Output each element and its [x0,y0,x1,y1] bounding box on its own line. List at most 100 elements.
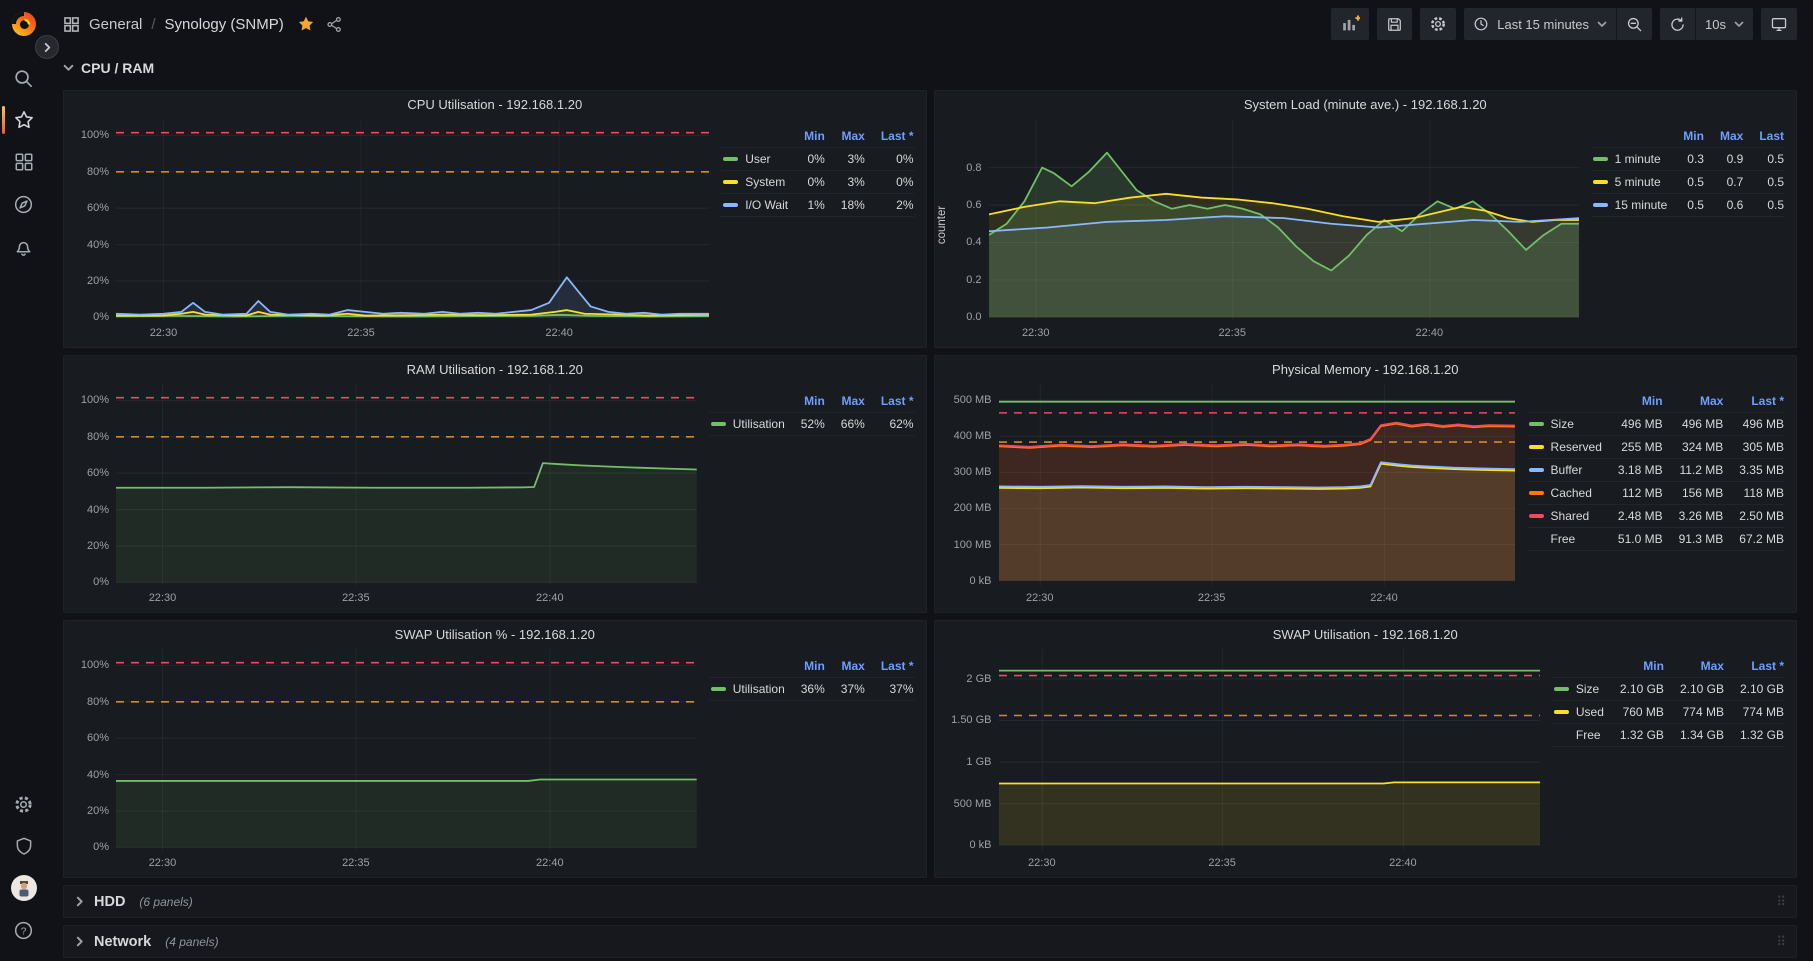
legend-column-header[interactable]: Min [785,392,825,413]
panel-title[interactable]: System Load (minute ave.) - 192.168.1.20 [935,91,1797,117]
breadcrumb-page[interactable]: Synology (SNMP) [165,16,284,33]
favorite-star-icon[interactable] [297,15,315,33]
legend-series[interactable]: 5 minute [1593,175,1668,189]
plot-area[interactable] [989,119,1579,321]
row-header-network[interactable]: Network (4 panels) ⠿ [63,925,1797,958]
x-tick-label: 22:40 [536,592,564,604]
refresh-button[interactable] [1660,8,1695,40]
legend-column-header[interactable]: Last * [865,392,914,413]
panel-ram-utilisation: RAM Utilisation - 192.168.1.20 0%20%40%6… [63,355,927,613]
sidebar-item-profile[interactable] [0,867,47,909]
breadcrumb-section[interactable]: General [89,16,142,33]
legend-series[interactable]: Used [1554,705,1604,719]
legend-series[interactable]: Utilisation [711,417,785,431]
legend-series-label[interactable]: 15 minute [1615,198,1668,212]
legend-series-label[interactable]: 1 minute [1615,152,1661,166]
legend-series[interactable]: Free [1554,728,1604,742]
legend-series[interactable]: Size [1529,417,1602,431]
legend-column-header[interactable]: Last * [865,127,914,148]
chevron-right-icon [43,43,52,52]
legend-column-header[interactable]: Max [825,127,865,148]
plot-area[interactable] [116,649,697,851]
legend-series-label[interactable]: User [745,152,770,166]
sidebar-item-explore[interactable] [0,183,47,225]
legend-column-header[interactable]: Min [1667,127,1704,148]
sidebar-item-configuration[interactable] [0,783,47,825]
add-panel-button[interactable] [1331,8,1369,40]
y-tick-label: 500 MB [954,798,992,810]
legend-column-header[interactable]: Min [1604,657,1664,678]
legend-series-label[interactable]: I/O Wait [745,198,788,212]
legend-column-header[interactable]: Min [1602,392,1663,413]
legend-column-header[interactable]: Max [1663,392,1724,413]
legend-series[interactable]: User [723,152,788,166]
legend-column-header[interactable]: Last * [1723,392,1784,413]
y-tick-label: 0.6 [966,199,981,211]
legend-series[interactable]: 1 minute [1593,152,1668,166]
legend-series[interactable]: I/O Wait [723,198,788,212]
legend-series-label[interactable]: Utilisation [733,417,785,431]
legend-series-label[interactable]: Cached [1551,486,1592,500]
share-icon[interactable] [326,16,343,33]
legend-column-header[interactable]: Max [825,392,865,413]
legend-column-header[interactable]: Last [1743,127,1784,148]
sidebar-item-search[interactable] [0,57,47,99]
legend-column-header[interactable]: Last * [865,657,914,678]
legend-series[interactable]: Reserved [1529,440,1602,454]
plot-area[interactable] [116,119,709,321]
panel-title[interactable]: Physical Memory - 192.168.1.20 [935,356,1797,382]
panel-title[interactable]: RAM Utilisation - 192.168.1.20 [64,356,926,382]
sidebar-item-alerting[interactable] [0,225,47,267]
legend-column-header[interactable]: Max [1664,657,1724,678]
legend-series[interactable]: Size [1554,682,1604,696]
plot-area[interactable] [116,384,697,586]
x-axis: 22:3022:3522:40 [999,851,1540,871]
legend-series-label[interactable]: Reserved [1551,440,1602,454]
drag-handle-icon[interactable]: ⠿ [1776,894,1784,910]
panel-title[interactable]: SWAP Utilisation % - 192.168.1.20 [64,621,926,647]
legend-series-label[interactable]: 5 minute [1615,175,1661,189]
legend-value: 36% [785,678,825,701]
zoom-out-button[interactable] [1616,8,1652,40]
drag-handle-icon[interactable]: ⠿ [1776,934,1784,950]
legend-series-label[interactable]: Free [1551,532,1576,546]
grafana-logo[interactable] [9,9,39,39]
plot-area[interactable] [999,649,1540,851]
legend-series[interactable]: Utilisation [711,682,785,696]
legend-series[interactable]: System [723,175,788,189]
legend-spacer [1591,127,1668,148]
legend-column-header[interactable]: Min [785,657,825,678]
sidebar-item-help[interactable]: ? [0,909,47,951]
legend-series-label[interactable]: Shared [1551,509,1590,523]
legend-series-label[interactable]: Size [1551,417,1574,431]
legend-column-header[interactable]: Last * [1724,657,1784,678]
legend-series-label[interactable]: Used [1576,705,1604,719]
legend-column-header[interactable]: Max [825,657,865,678]
row-header-hdd[interactable]: HDD (6 panels) ⠿ [63,885,1797,918]
legend-series-label[interactable]: Size [1576,682,1599,696]
tv-mode-button[interactable] [1761,8,1797,40]
panel-title[interactable]: CPU Utilisation - 192.168.1.20 [64,91,926,117]
legend-series-label[interactable]: Utilisation [733,682,785,696]
legend-column-header[interactable]: Min [788,127,825,148]
legend-series-label[interactable]: System [745,175,785,189]
row-header-cpu-ram[interactable]: CPU / RAM [63,54,1797,82]
expand-sidebar-button[interactable] [35,35,59,59]
legend-series[interactable]: Cached [1529,486,1602,500]
time-range-picker[interactable]: Last 15 minutes [1464,8,1616,40]
refresh-interval-picker[interactable]: 10s [1695,8,1753,40]
sidebar-item-server-admin[interactable] [0,825,47,867]
sidebar-item-starred[interactable] [0,99,47,141]
plot-area[interactable] [999,384,1515,586]
legend-series[interactable]: 15 minute [1593,198,1668,212]
dashboard-settings-button[interactable] [1420,8,1456,40]
legend-series[interactable]: Buffer [1529,463,1602,477]
legend-column-header[interactable]: Max [1704,127,1743,148]
save-dashboard-button[interactable] [1377,8,1412,40]
legend-series[interactable]: Shared [1529,509,1602,523]
legend-series-label[interactable]: Free [1576,728,1601,742]
legend-series-label[interactable]: Buffer [1551,463,1583,477]
panel-title[interactable]: SWAP Utilisation - 192.168.1.20 [935,621,1797,647]
legend-series[interactable]: Free [1529,532,1602,546]
sidebar-item-dashboards[interactable] [0,141,47,183]
